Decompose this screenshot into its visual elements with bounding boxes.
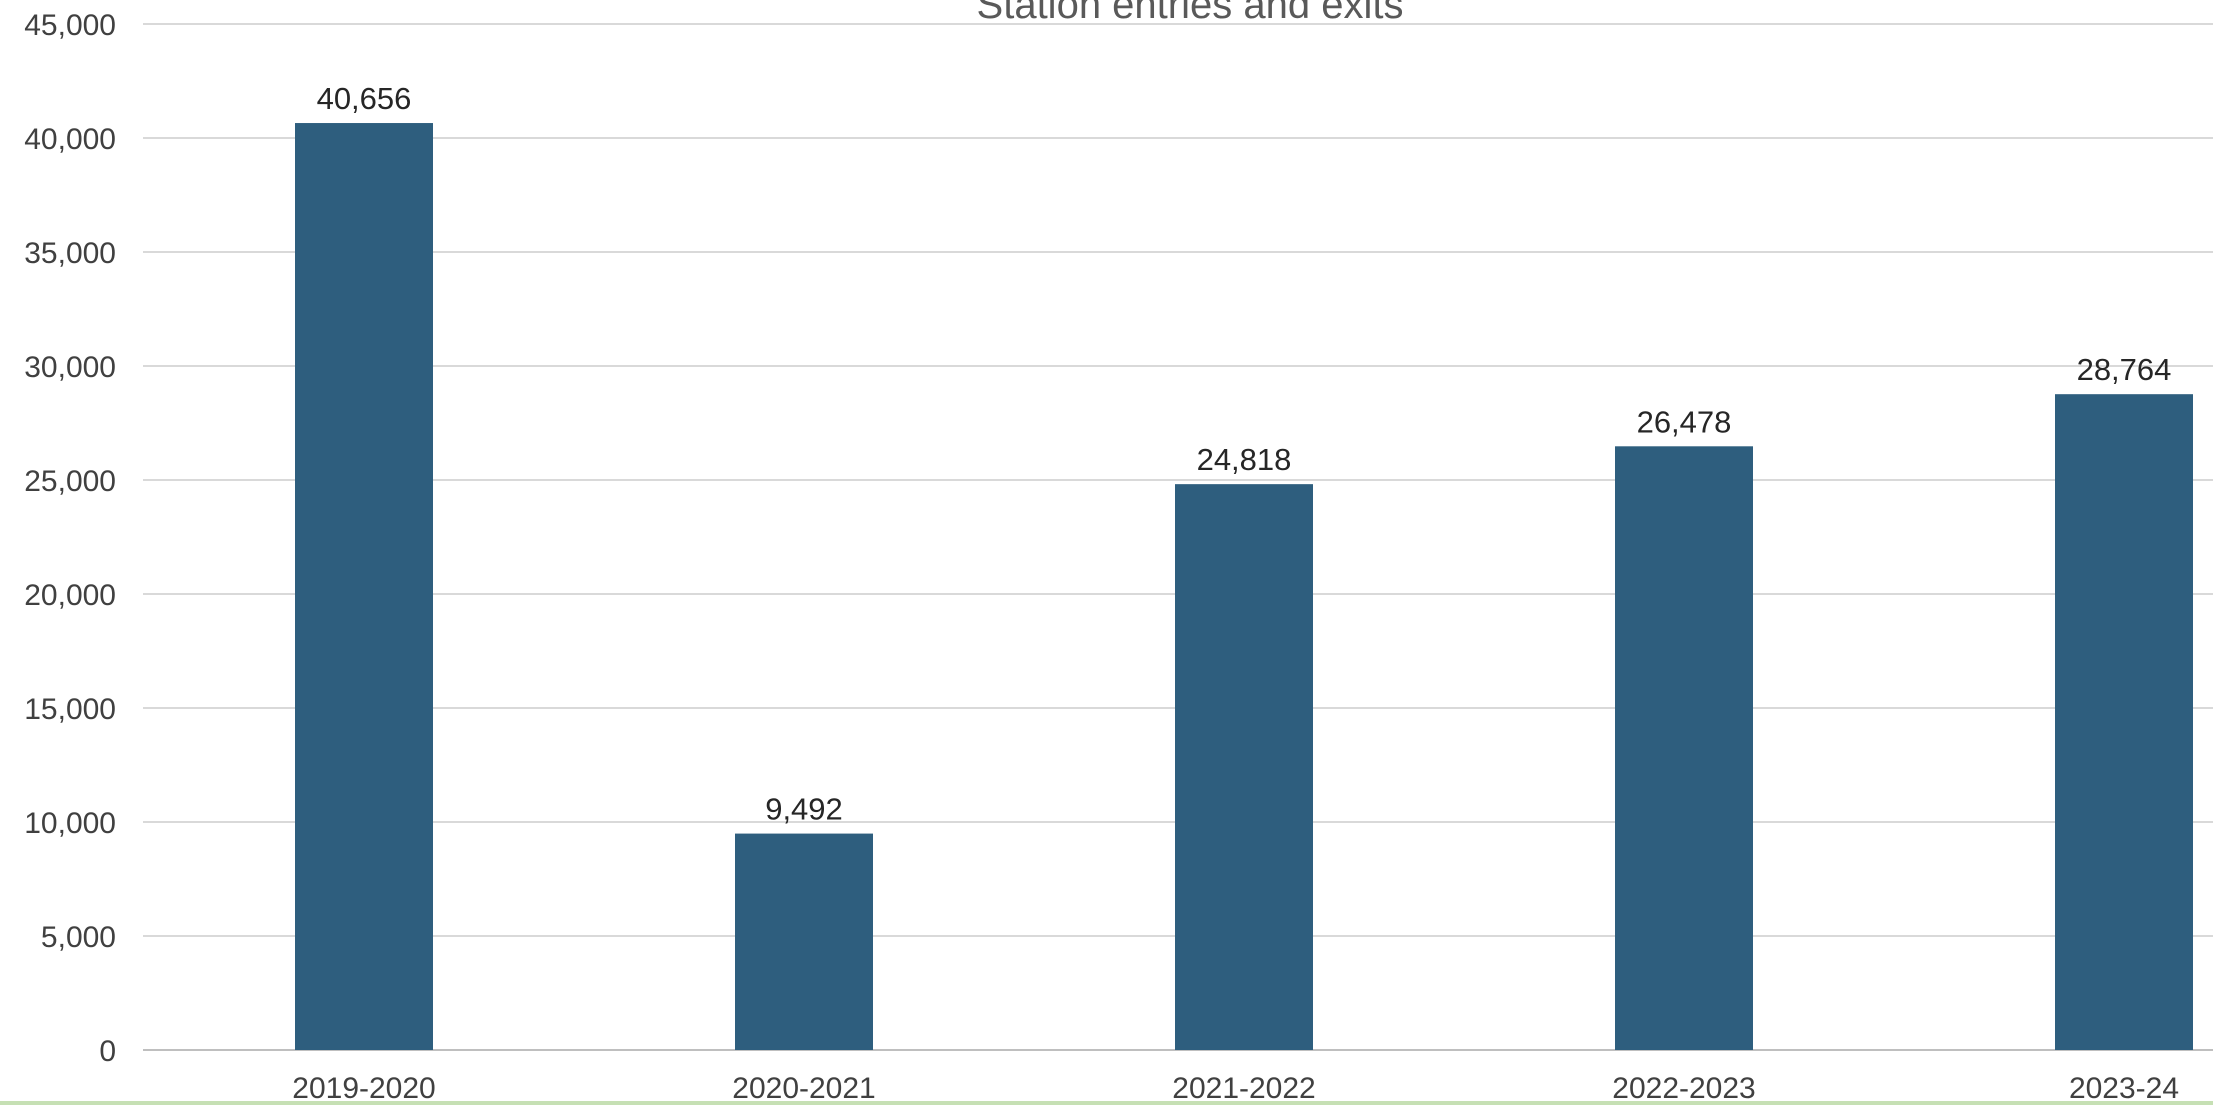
y-tick-label: 15,000 (24, 693, 116, 726)
data-labels: 40,656 9,492 24,818 26,478 28,764 (317, 81, 2172, 827)
y-tick-label: 10,000 (24, 807, 116, 840)
x-tick-label: 2022-2023 (1612, 1072, 1755, 1105)
x-axis-tick-labels: 2019-2020 2020-2021 2021-2022 2022-2023 2023… (292, 1072, 2179, 1105)
x-tick-label: 2023-24 (2069, 1072, 2179, 1105)
data-label: 28,764 (2077, 352, 2172, 387)
y-tick-label: 5,000 (41, 921, 116, 954)
y-tick-label: 35,000 (24, 237, 116, 270)
bars (295, 123, 2193, 1050)
bar (1175, 484, 1313, 1050)
y-tick-label: 0 (99, 1035, 116, 1068)
data-label: 40,656 (317, 81, 412, 116)
data-label: 9,492 (765, 792, 843, 827)
chart-title: Station entries and exits (977, 0, 1404, 27)
x-tick-label: 2020-2021 (732, 1072, 875, 1105)
y-tick-label: 40,000 (24, 123, 116, 156)
y-tick-label: 25,000 (24, 465, 116, 498)
y-tick-label: 45,000 (24, 9, 116, 42)
bar (735, 833, 873, 1050)
x-tick-label: 2021-2022 (1172, 1072, 1315, 1105)
y-axis-tick-labels: 0 5,000 10,000 15,000 20,000 25,000 30,000 35,0… (24, 9, 116, 1068)
data-label: 26,478 (1637, 404, 1732, 439)
x-tick-label: 2019-2020 (292, 1072, 435, 1105)
data-label: 24,818 (1197, 442, 1292, 477)
y-tick-label: 20,000 (24, 579, 116, 612)
bar (295, 123, 433, 1050)
bar (2055, 394, 2193, 1050)
y-tick-label: 30,000 (24, 351, 116, 384)
bar (1615, 446, 1753, 1050)
bottom-strip (0, 1101, 2213, 1105)
